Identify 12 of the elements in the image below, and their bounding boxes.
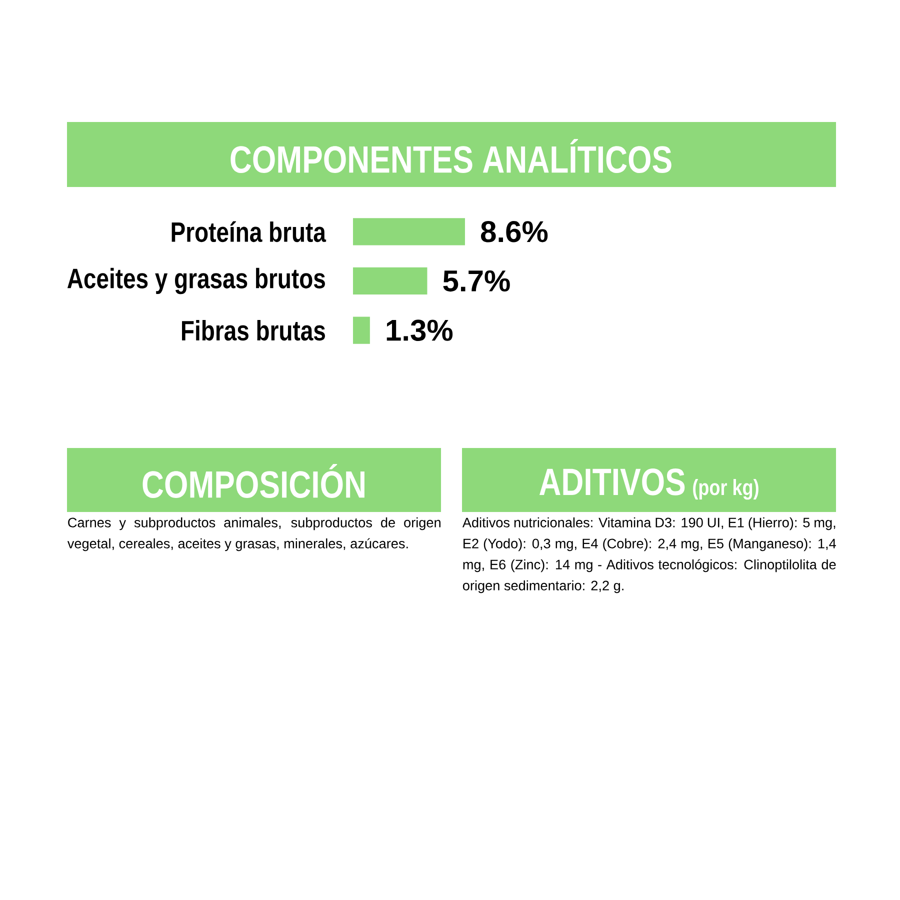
chart-title: COMPONENTES ANALÍTICOS bbox=[230, 138, 672, 174]
data-label: 1.3% bbox=[386, 320, 453, 341]
text: ADITIVOS bbox=[539, 468, 685, 496]
data-label: 5.7% bbox=[443, 270, 510, 292]
text: Aditivos nutricionales: Vitamina D3: 190 UI, E1 (Hierro): 5 mg, E2 (Yodo): 0,3 mg, E4 (Cobre): 2,4 mg, E5 (Manganeso): 1,4 mg, E6 (Zinc): 14 mg - Aditivos tecnológicos: Clinoptilolita de origen sedimentario: 2,2 g. bbox=[462, 517, 836, 594]
text: (por kg) bbox=[693, 479, 758, 500]
y-tick-label: Aceites y grasas brutos bbox=[67, 268, 325, 294]
y-tick-label: Fibras brutas bbox=[182, 320, 325, 341]
text: COMPOSICIÓN bbox=[142, 464, 364, 498]
y-tick-label: Proteína bruta bbox=[172, 221, 326, 242]
data-label: 8.6% bbox=[480, 221, 548, 242]
text: Carnes y subproductos animales, subproductos de origen vegetal, cereales, aceites y grasas, minerales, azúcares. bbox=[67, 517, 440, 552]
